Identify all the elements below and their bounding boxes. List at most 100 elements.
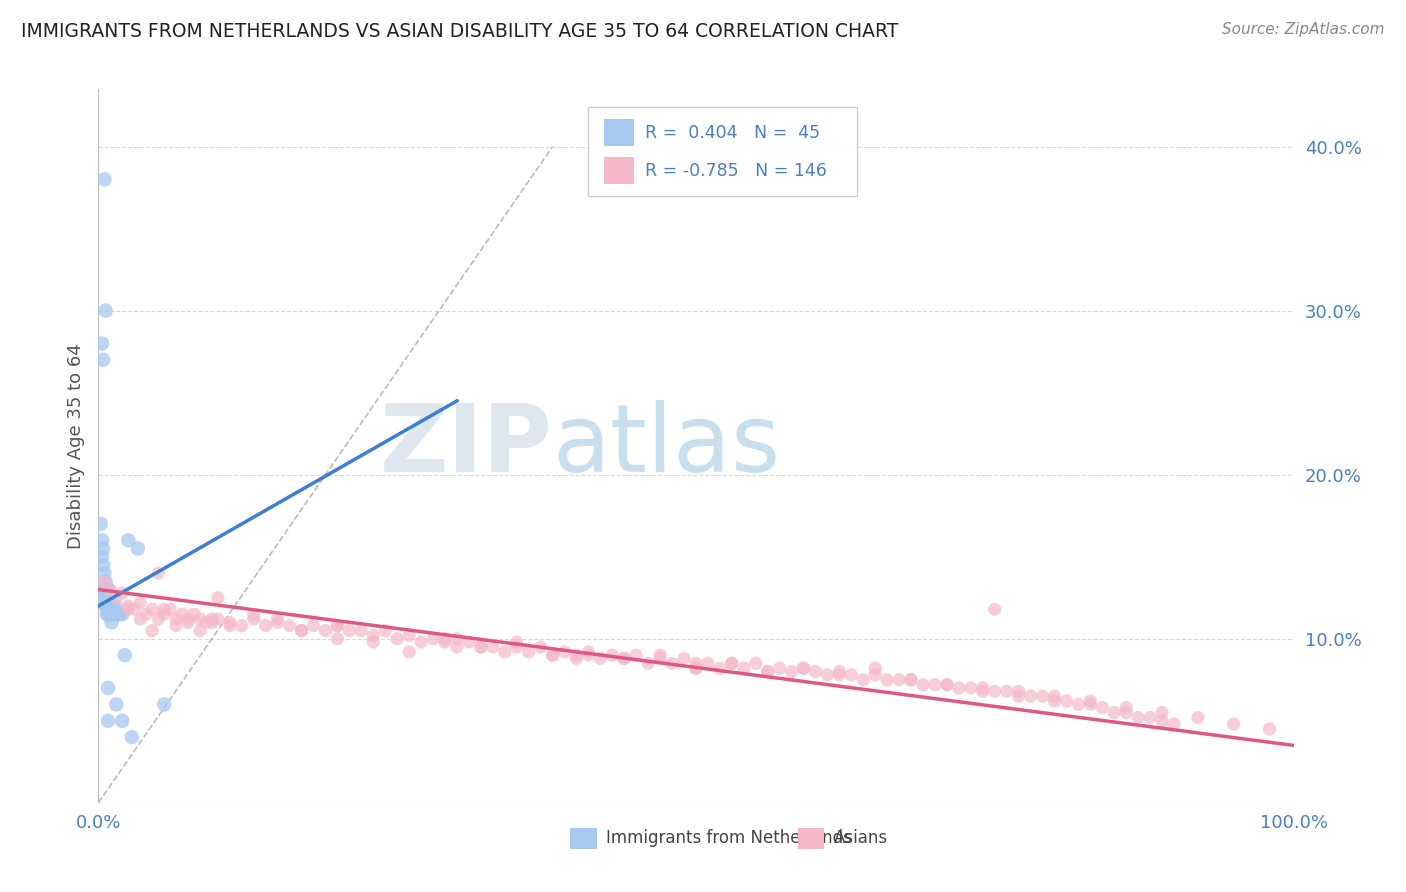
Point bbox=[1104, 706, 1126, 720]
Text: Source: ZipAtlas.com: Source: ZipAtlas.com bbox=[1222, 22, 1385, 37]
Point bbox=[111, 607, 134, 622]
Point bbox=[685, 661, 707, 675]
Point bbox=[530, 640, 553, 654]
Point bbox=[1056, 694, 1078, 708]
Point bbox=[1258, 722, 1281, 736]
Point bbox=[363, 635, 385, 649]
Point bbox=[201, 615, 224, 630]
Point bbox=[91, 541, 114, 556]
Point bbox=[231, 618, 253, 632]
Point bbox=[219, 615, 242, 630]
Point bbox=[685, 661, 707, 675]
Point bbox=[422, 632, 444, 646]
Point bbox=[243, 612, 266, 626]
Point bbox=[98, 607, 121, 622]
Point bbox=[446, 640, 468, 654]
Point bbox=[291, 624, 314, 638]
Point bbox=[470, 640, 492, 654]
Point bbox=[841, 668, 863, 682]
Text: Immigrants from Netherlands: Immigrants from Netherlands bbox=[606, 830, 852, 847]
Point bbox=[91, 533, 114, 548]
Point bbox=[1080, 698, 1102, 712]
Point bbox=[135, 607, 157, 622]
Point bbox=[153, 607, 176, 622]
Point bbox=[541, 648, 564, 662]
Point bbox=[613, 651, 636, 665]
Point bbox=[889, 673, 911, 687]
Point bbox=[972, 684, 994, 698]
Point bbox=[207, 612, 229, 626]
Point bbox=[1008, 684, 1031, 698]
Point bbox=[326, 618, 349, 632]
Point bbox=[1152, 706, 1174, 720]
Point bbox=[828, 665, 851, 679]
Point bbox=[339, 624, 361, 638]
Point bbox=[434, 632, 457, 646]
Point bbox=[254, 618, 277, 632]
Point bbox=[506, 635, 529, 649]
Point bbox=[93, 582, 115, 597]
Point bbox=[793, 661, 815, 675]
Point bbox=[302, 618, 325, 632]
Point bbox=[91, 558, 114, 572]
Point bbox=[541, 648, 564, 662]
Point bbox=[721, 657, 744, 671]
Point bbox=[129, 612, 152, 626]
Text: R = -0.785   N = 146: R = -0.785 N = 146 bbox=[644, 161, 827, 179]
Point bbox=[219, 618, 242, 632]
Point bbox=[315, 624, 337, 638]
Point bbox=[94, 574, 117, 589]
Point bbox=[207, 591, 229, 605]
Point bbox=[385, 632, 409, 646]
Point bbox=[117, 602, 139, 616]
Point bbox=[117, 533, 139, 548]
Point bbox=[1163, 717, 1185, 731]
Point bbox=[101, 599, 124, 613]
Point bbox=[101, 607, 124, 622]
Point bbox=[900, 673, 922, 687]
Point bbox=[411, 635, 433, 649]
Point bbox=[815, 668, 838, 682]
Point bbox=[100, 615, 122, 630]
Point bbox=[626, 648, 648, 662]
Text: atlas: atlas bbox=[553, 400, 780, 492]
Point bbox=[105, 698, 128, 712]
Point bbox=[104, 599, 127, 613]
Point bbox=[865, 668, 887, 682]
Point bbox=[481, 640, 505, 654]
Point bbox=[1139, 710, 1161, 724]
Point bbox=[756, 665, 779, 679]
Point bbox=[865, 661, 887, 675]
Point bbox=[458, 635, 481, 649]
Point bbox=[661, 657, 683, 671]
Point bbox=[91, 549, 114, 564]
Point bbox=[756, 665, 779, 679]
Point bbox=[517, 645, 540, 659]
Point bbox=[363, 628, 385, 642]
Point bbox=[648, 648, 672, 662]
Point bbox=[153, 602, 176, 616]
Point bbox=[188, 624, 211, 638]
Point bbox=[434, 635, 457, 649]
Bar bbox=[605, 120, 634, 146]
Point bbox=[93, 591, 115, 605]
Point bbox=[1115, 706, 1137, 720]
Text: R =  0.404   N =  45: R = 0.404 N = 45 bbox=[644, 124, 820, 142]
Bar bbox=[571, 828, 596, 849]
Point bbox=[111, 586, 134, 600]
Point bbox=[1223, 717, 1246, 731]
Bar bbox=[605, 157, 634, 184]
Point bbox=[105, 607, 128, 622]
Point bbox=[1008, 689, 1031, 703]
Point bbox=[554, 645, 576, 659]
Point bbox=[804, 665, 827, 679]
Point bbox=[721, 657, 744, 671]
Point bbox=[165, 612, 187, 626]
Point bbox=[103, 607, 125, 622]
Point bbox=[267, 612, 290, 626]
Point bbox=[911, 678, 934, 692]
Point bbox=[114, 648, 136, 662]
Point bbox=[148, 566, 170, 581]
Point bbox=[153, 698, 176, 712]
Point bbox=[960, 681, 983, 695]
